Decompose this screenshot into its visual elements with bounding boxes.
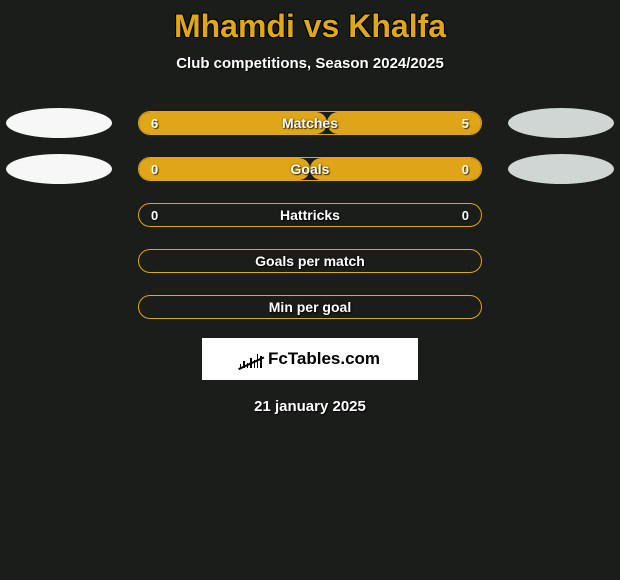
stat-bar: Matches6 5 (138, 111, 482, 135)
stat-value-left: 0 (151, 158, 158, 180)
stat-bar: Hattricks0 0 (138, 203, 482, 227)
stat-label: Min per goal (139, 296, 481, 318)
player-right-marker (508, 154, 614, 184)
stat-value-left: 0 (151, 204, 158, 226)
stat-label: Matches (139, 112, 481, 134)
stat-bar: Goals0 0 (138, 157, 482, 181)
stat-value-left: 6 (151, 112, 158, 134)
stat-row: Goals per match (0, 238, 620, 284)
stat-row: Hattricks0 0 (0, 192, 620, 238)
footer-logo: FcTables.com (202, 338, 418, 380)
stat-label: Hattricks (139, 204, 481, 226)
comparison-rows: Matches65Goals00Hattricks00Goals per mat… (0, 100, 620, 330)
player-left-marker (6, 154, 112, 184)
stat-value-right: 0 (462, 204, 469, 226)
stat-value-right: 0 (462, 158, 469, 180)
stat-label: Goals (139, 158, 481, 180)
stat-label: Goals per match (139, 250, 481, 272)
player-right-marker (508, 108, 614, 138)
chart-icon (240, 350, 262, 368)
stat-row: Goals0 0 (0, 146, 620, 192)
logo-text: FcTables.com (268, 349, 380, 369)
stat-bar: Goals per match (138, 249, 482, 273)
subtitle: Club competitions, Season 2024/2025 (176, 55, 444, 72)
stat-row: Matches6 5 (0, 100, 620, 146)
page-title: Mhamdi vs Khalfa (174, 8, 446, 45)
stat-bar: Min per goal (138, 295, 482, 319)
stat-value-right: 5 (462, 112, 469, 134)
stat-row: Min per goal (0, 284, 620, 330)
player-left-marker (6, 108, 112, 138)
date-label: 21 january 2025 (254, 398, 366, 415)
